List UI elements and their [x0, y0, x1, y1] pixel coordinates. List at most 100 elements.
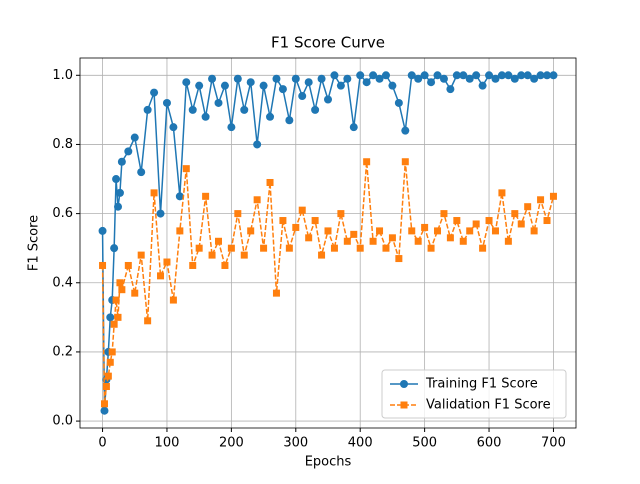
- data-point: [272, 289, 280, 297]
- data-point: [208, 251, 216, 259]
- chart-title: F1 Score Curve: [271, 34, 385, 52]
- data-point: [543, 217, 551, 225]
- data-point: [498, 189, 506, 197]
- data-point: [349, 123, 358, 132]
- data-point: [220, 81, 229, 90]
- plot-frame: [79, 57, 577, 429]
- data-point: [240, 105, 249, 114]
- data-point: [208, 74, 217, 83]
- data-point: [381, 71, 390, 80]
- data-point: [421, 223, 429, 231]
- data-point: [117, 157, 126, 166]
- data-point: [523, 71, 532, 80]
- data-point: [394, 98, 403, 107]
- data-point: [157, 272, 165, 280]
- data-point: [182, 78, 191, 87]
- y-tick-label: 0.6: [52, 206, 73, 221]
- y-tick-label: 0.8: [52, 137, 73, 152]
- data-point: [114, 202, 123, 211]
- data-point: [259, 81, 268, 90]
- data-point: [298, 206, 306, 214]
- data-point: [291, 74, 300, 83]
- data-point: [285, 244, 293, 252]
- data-point: [427, 78, 436, 87]
- data-point: [336, 81, 345, 90]
- data-point: [311, 217, 319, 225]
- data-point: [311, 105, 320, 114]
- data-point: [459, 237, 467, 245]
- data-point: [201, 112, 210, 121]
- data-point: [156, 209, 165, 218]
- data-point: [485, 217, 493, 225]
- data-point: [124, 147, 133, 156]
- x-tick-label: 300: [283, 436, 308, 451]
- data-point: [292, 223, 300, 231]
- data-point: [285, 116, 294, 125]
- data-point: [176, 227, 184, 235]
- data-point: [169, 296, 177, 304]
- data-point: [536, 71, 545, 80]
- data-point: [453, 217, 461, 225]
- data-point: [110, 320, 118, 328]
- data-point: [100, 406, 109, 415]
- data-point: [110, 244, 119, 253]
- data-point: [247, 227, 255, 235]
- data-point: [401, 158, 409, 166]
- data-point: [317, 74, 326, 83]
- data-point: [324, 95, 332, 104]
- x-tick-label: 700: [541, 436, 566, 451]
- y-tick-label: 1.0: [52, 68, 73, 83]
- data-point: [150, 88, 159, 97]
- data-point: [108, 348, 116, 356]
- data-point: [246, 78, 255, 87]
- data-point: [104, 372, 112, 380]
- data-point: [401, 126, 410, 135]
- data-point: [266, 112, 275, 121]
- data-point: [376, 227, 384, 235]
- data-point: [363, 158, 371, 166]
- data-point: [472, 71, 481, 80]
- data-point: [530, 74, 539, 83]
- legend-box: [381, 369, 567, 419]
- data-point: [118, 286, 126, 294]
- data-point: [330, 244, 338, 252]
- data-point: [407, 71, 416, 80]
- x-tick-label: 600: [477, 436, 502, 451]
- data-point: [465, 74, 474, 83]
- data-point: [266, 178, 274, 186]
- data-point: [116, 279, 124, 287]
- data-point: [304, 78, 313, 87]
- y-tick-label: 0.0: [52, 414, 73, 429]
- x-tick-label: 400: [348, 436, 373, 451]
- data-point: [459, 71, 468, 80]
- data-point: [466, 227, 474, 235]
- data-point: [549, 192, 557, 200]
- data-point: [369, 237, 377, 245]
- data-point: [434, 227, 442, 235]
- data-point: [420, 71, 429, 80]
- data-point: [162, 98, 171, 107]
- x-tick-label: 100: [155, 436, 180, 451]
- data-point: [504, 237, 512, 245]
- data-point: [479, 244, 487, 252]
- data-point: [511, 210, 519, 218]
- data-point: [524, 203, 532, 211]
- data-point: [169, 123, 178, 132]
- legend-label: Training F1 Score: [425, 377, 538, 392]
- data-point: [485, 71, 494, 80]
- data-point: [150, 189, 158, 197]
- data-point: [491, 74, 500, 83]
- legend-label: Validation F1 Score: [426, 398, 551, 413]
- data-point: [478, 81, 487, 90]
- data-point: [388, 81, 397, 90]
- data-point: [382, 244, 390, 252]
- data-point: [253, 140, 262, 149]
- data-point: [102, 383, 110, 391]
- data-point: [253, 196, 261, 204]
- data-point: [233, 74, 242, 83]
- data-point: [240, 251, 248, 259]
- data-point: [446, 234, 454, 242]
- data-point: [189, 261, 197, 269]
- x-tick-label: 200: [219, 436, 244, 451]
